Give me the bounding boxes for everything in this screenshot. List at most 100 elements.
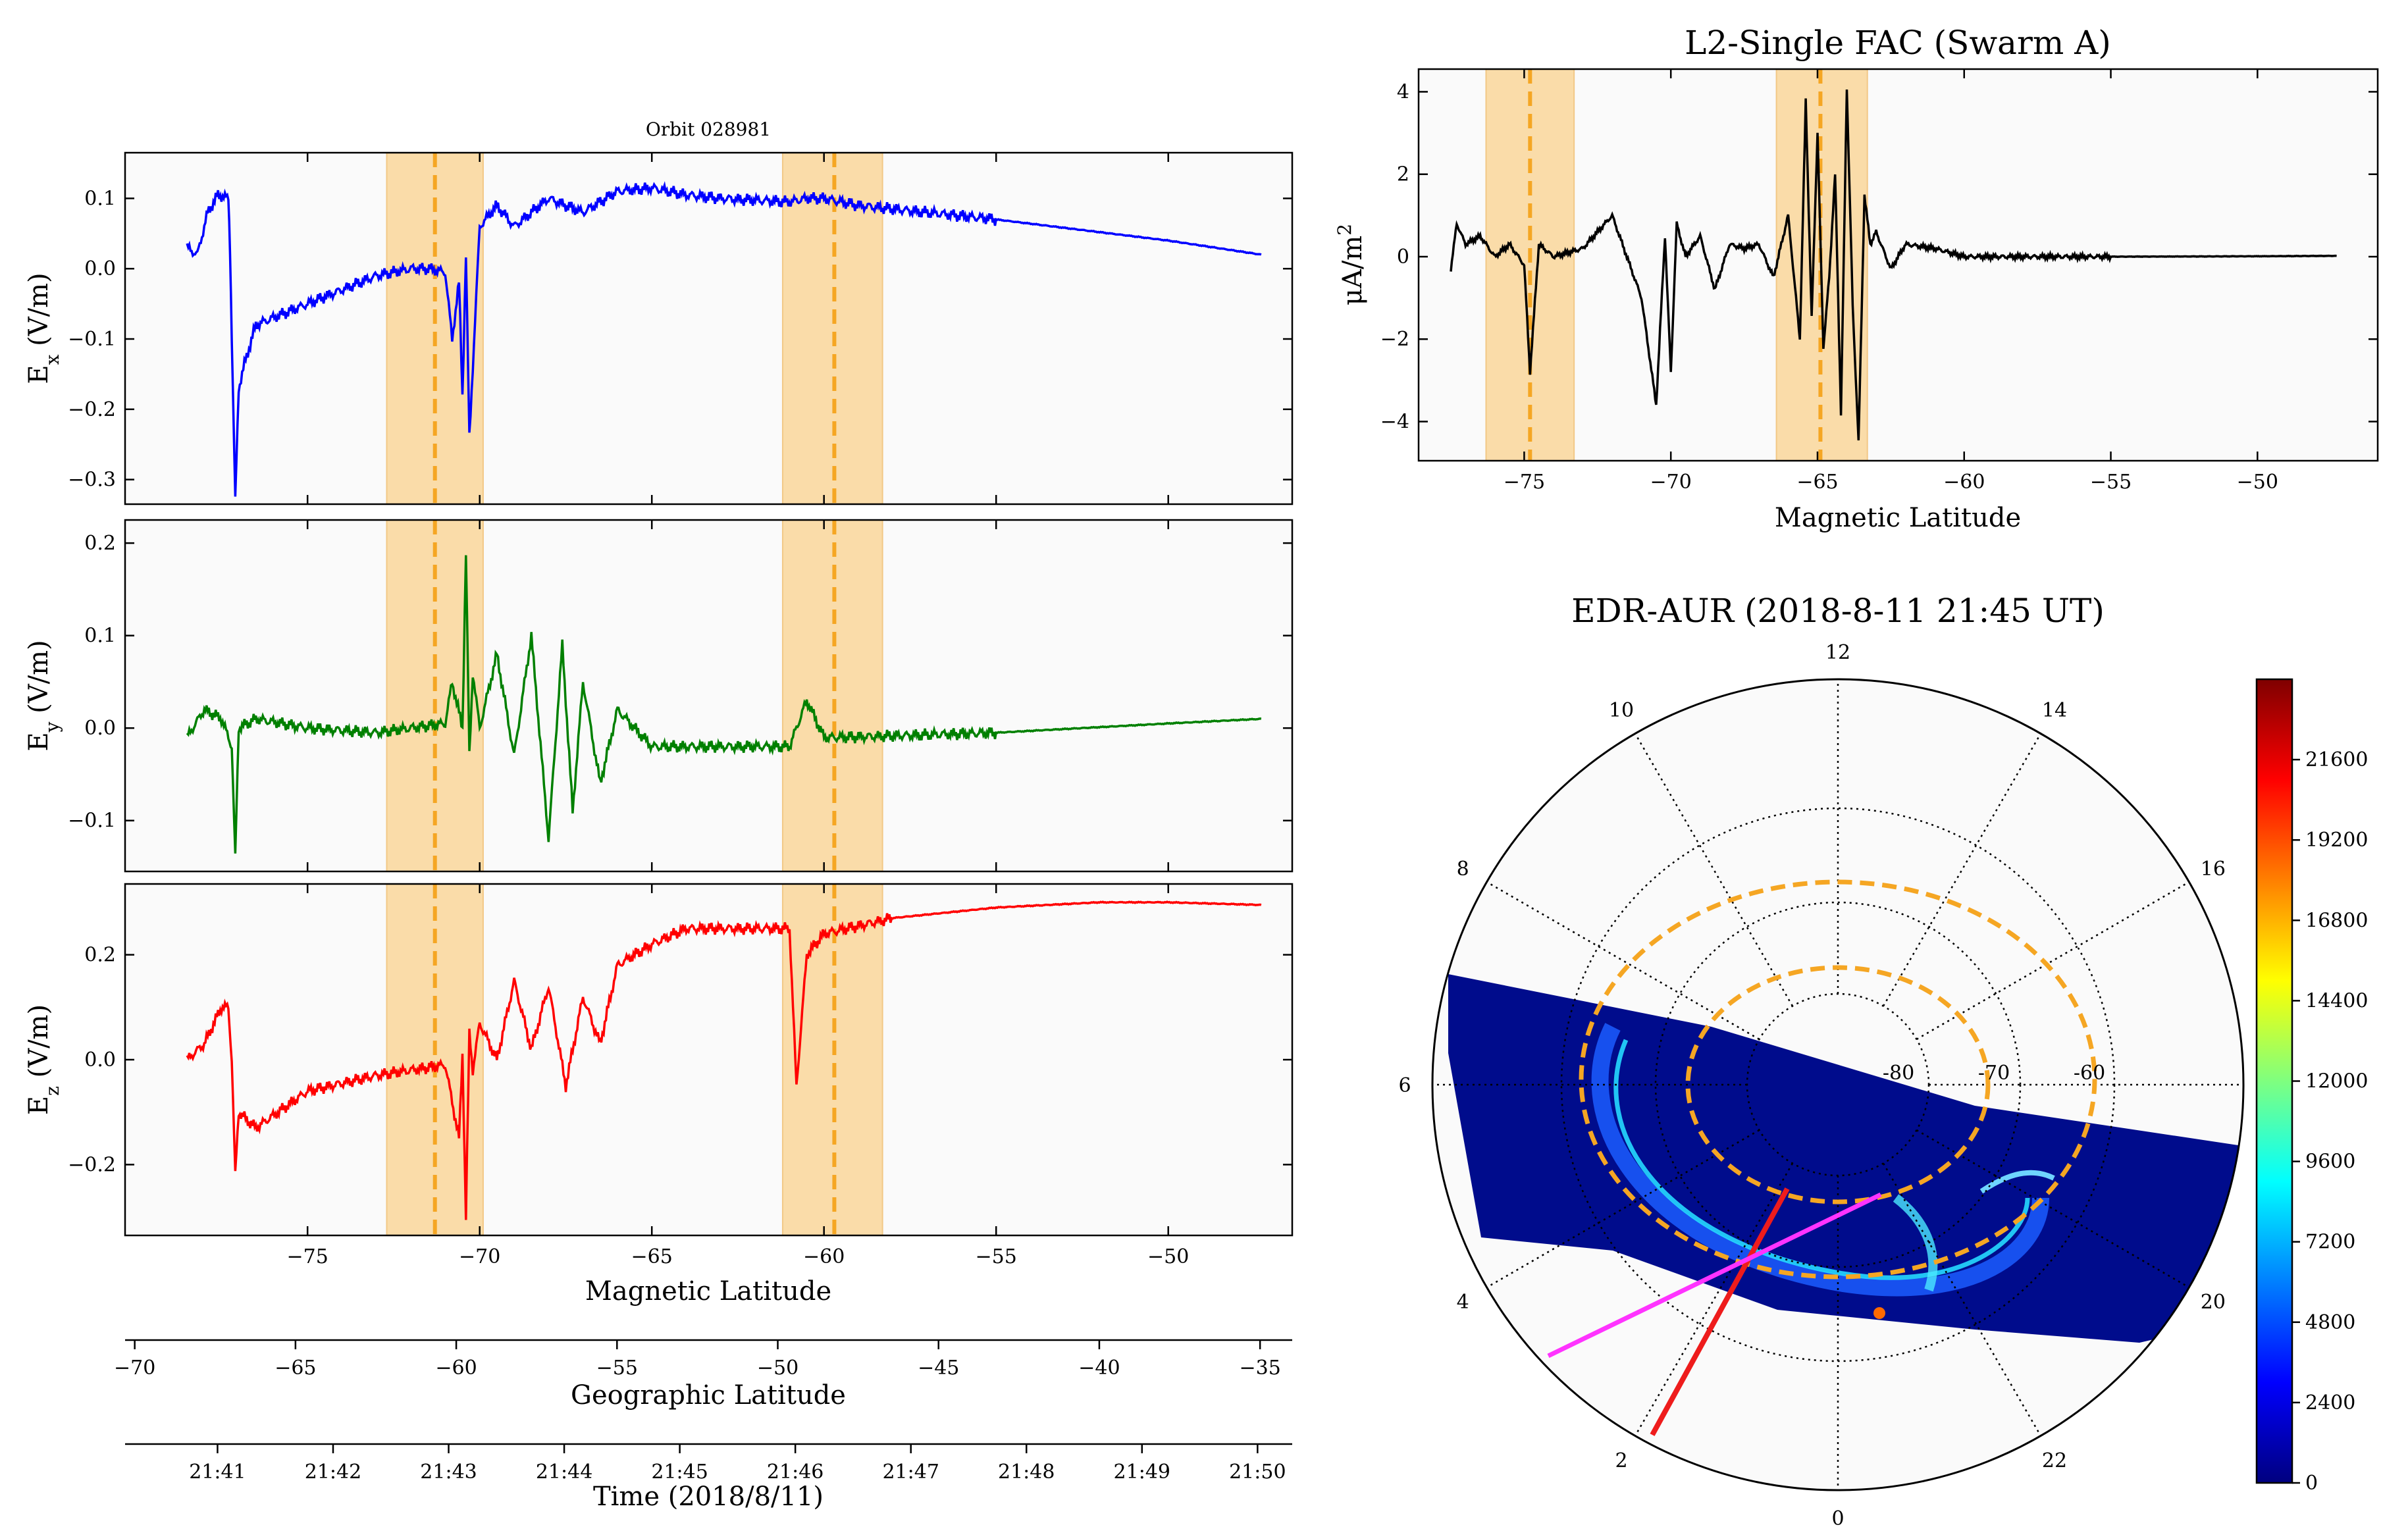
auroral-hotspot (1873, 1307, 1885, 1319)
geo-tick-label: −70 (114, 1357, 155, 1380)
ey-ytick-label: 0.2 (84, 532, 116, 555)
mlt-label: 6 (1398, 1074, 1411, 1097)
time-tick-label: 21:47 (882, 1461, 939, 1484)
fac-ytick-label: 4 (1397, 80, 1409, 103)
ez-xtick-label: −50 (1147, 1245, 1189, 1268)
time-tick-label: 21:49 (1114, 1461, 1170, 1484)
swarm-track-red (1650, 1187, 1790, 1436)
ex-ytick-label: −0.3 (68, 469, 116, 492)
geographic-latitude-axis: −70 −65 −60 −55 −50 −45 −40 −35 Geographic Lati… (114, 1339, 1292, 1411)
geo-tick-label: −60 (435, 1357, 477, 1380)
time-tick-label: 21:43 (420, 1461, 477, 1484)
polar-frame (1431, 678, 2245, 1491)
mlt-spoke (1916, 881, 2190, 1041)
time-xlabel: Time (2018/8/11) (593, 1482, 824, 1512)
fac-xtick-label: −70 (1650, 471, 1692, 494)
ez-xtick-label: −75 (287, 1245, 328, 1268)
mlat-ring-label: -60 (2074, 1062, 2105, 1085)
colorbar-tick-label: 0 (2305, 1472, 2318, 1495)
fac-xtick-label: −55 (2090, 471, 2132, 494)
fac-xlabel: Magnetic Latitude (1775, 503, 2021, 533)
time-tick-label: 21:44 (536, 1461, 592, 1484)
ex-panel: −0.3 −0.2 −0.1 0.0 0.1 Orbit 028981 Ex (V/m) (24, 118, 1294, 505)
ez-xtick-label: −70 (459, 1245, 500, 1268)
ey-ytick-label: 0.1 (84, 625, 116, 648)
colorbar-tick-label: 7200 (2305, 1231, 2355, 1254)
colorbar-tick-label: 12000 (2305, 1070, 2368, 1093)
fac-ytick-label: −4 (1380, 411, 1409, 434)
geo-xlabel: Geographic Latitude (571, 1380, 846, 1411)
time-tick-label: 21:45 (651, 1461, 708, 1484)
mlt-label: 4 (1457, 1291, 1469, 1314)
colorbar-tick-label: 9600 (2305, 1151, 2355, 1174)
time-tick-label: 21:48 (998, 1461, 1055, 1484)
fac-ylabel: μA/m2 (1334, 224, 1369, 305)
fac-xtick-label: −60 (1943, 471, 1985, 494)
mlt-spoke (1916, 1129, 2190, 1289)
fac-xtick-label: −75 (1504, 471, 1545, 494)
mlt-label: 14 (2042, 699, 2067, 722)
mlt-label: 0 (1831, 1507, 1844, 1527)
mlt-label: 20 (2201, 1291, 2226, 1314)
mlat-ring-label: -80 (1883, 1062, 1914, 1085)
ey-plot-area (125, 520, 1292, 871)
oval-equatorward-boundary (1579, 879, 2097, 1280)
ey-data-line (186, 555, 1262, 854)
ez-ylabel: Ez (V/m) (24, 1004, 63, 1115)
auroral-oval-bright (1613, 1039, 2030, 1280)
ey-ytick-label: −0.1 (68, 810, 116, 833)
mlt-label: 2 (1615, 1449, 1627, 1472)
mlt-spoke (1882, 733, 2042, 1007)
geo-tick-label: −65 (275, 1357, 316, 1380)
ey-ytick-label: 0.0 (84, 717, 116, 740)
colorbar: 0 2400 4800 7200 9600 12000 14400 16800 19200 216… (2255, 678, 2368, 1495)
fac-xtick-label: −50 (2237, 471, 2278, 494)
grid-ring-minus70 (1654, 901, 2022, 1268)
aurora-swath (1448, 974, 2243, 1343)
ex-title: Orbit 028981 (646, 118, 771, 140)
ex-data-line (186, 181, 1262, 497)
colorbar-tick-label: 2400 (2305, 1391, 2355, 1414)
colorbar-tick-label: 21600 (2305, 748, 2368, 771)
aurora-title: EDR-AUR (2018-8-11 21:45 UT) (1571, 592, 2105, 630)
ez-panel: −0.2 0.0 0.2 −75 −70 −65 −60 −55 −50 Ez (V/m) M… (24, 883, 1294, 1307)
fac-plot-area (1419, 69, 2378, 461)
mlt-label: 8 (1457, 858, 1469, 881)
time-tick-label: 21:46 (767, 1461, 824, 1484)
colorbar-tick-label: 19200 (2305, 829, 2368, 852)
ez-xlabel: Magnetic Latitude (585, 1276, 831, 1307)
ex-ylabel: Ex (V/m) (24, 272, 63, 384)
ez-plot-area (125, 884, 1292, 1235)
ez-data-line (186, 900, 1262, 1220)
mlt-spoke (1486, 881, 1760, 1041)
geo-tick-label: −50 (757, 1357, 798, 1380)
mlt-spoke (1634, 733, 1794, 1007)
oval-poleward-boundary (1685, 965, 1991, 1204)
auroral-spot (1893, 1194, 1938, 1292)
ey-panel: −0.1 0.0 0.1 0.2 Ey (V/m) (24, 519, 1294, 873)
colorbar-tick-label: 4800 (2305, 1311, 2355, 1334)
ez-xtick-label: −55 (976, 1245, 1017, 1268)
mlt-label: 16 (2201, 858, 2226, 881)
mlt-spoke (1882, 1162, 2042, 1437)
ez-ytick-label: 0.0 (84, 1048, 116, 1072)
fac-xtick-label: −65 (1796, 471, 1838, 494)
mlt-spoke (1486, 1129, 1760, 1289)
colorbar-tick-label: 16800 (2305, 909, 2368, 932)
aurora-polar-panel: EDR-AUR (2018-8-11 21:45 UT) 12141618202… (1398, 592, 2284, 1527)
time-tick-label: 21:41 (189, 1461, 246, 1484)
ex-ytick-label: −0.1 (68, 328, 116, 351)
geo-tick-label: −35 (1240, 1357, 1281, 1380)
auroral-arc-east (1979, 1170, 2055, 1194)
fac-ytick-label: 2 (1397, 163, 1409, 186)
geo-tick-label: −55 (596, 1357, 638, 1380)
ex-ytick-label: 0.1 (84, 187, 116, 210)
mlt-label: 12 (1825, 641, 1850, 664)
ez-xtick-label: −60 (803, 1245, 845, 1268)
colorbar-gradient (2255, 678, 2293, 1484)
dmsp-track-magenta (1547, 1192, 1882, 1359)
geo-tick-label: −45 (918, 1357, 959, 1380)
ex-ytick-label: 0.0 (84, 257, 116, 280)
mlt-label: 22 (2042, 1449, 2067, 1472)
ex-ytick-label: −0.2 (68, 398, 116, 421)
